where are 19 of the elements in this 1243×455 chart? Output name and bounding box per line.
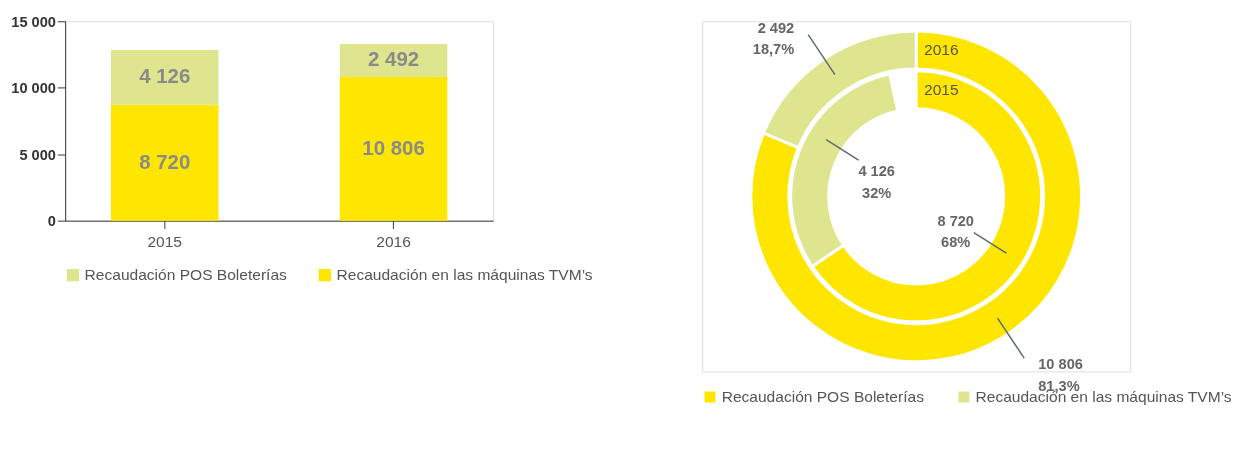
- data-label: 2 492 18,7%: [752, 19, 795, 58]
- data-label: 4 126: [139, 65, 191, 88]
- slice-label: 2016: [923, 40, 959, 58]
- data-label: 8 720: [139, 150, 191, 173]
- bar: [110, 104, 219, 221]
- data-label: 8 720 68%: [937, 213, 974, 251]
- data-label: 10 806: [362, 136, 425, 159]
- y-tick-label: 10 000: [11, 80, 56, 97]
- y-tick-label: 0: [47, 213, 56, 230]
- y-tick-label: 5 000: [19, 146, 56, 163]
- legend-label: Recaudación POS Boleterías: [84, 266, 288, 283]
- data-label: 2 492: [368, 48, 420, 71]
- y-tick-label: 15 000: [11, 13, 56, 30]
- legend-label: Recaudación en las máquinas TVM’s: [336, 266, 593, 283]
- bar: [110, 49, 219, 105]
- bar: [339, 77, 448, 221]
- legend-label: Recaudación POS Boleterías: [721, 387, 925, 405]
- slice-label: 2015: [923, 80, 959, 98]
- data-label: 4 126 32%: [858, 163, 895, 201]
